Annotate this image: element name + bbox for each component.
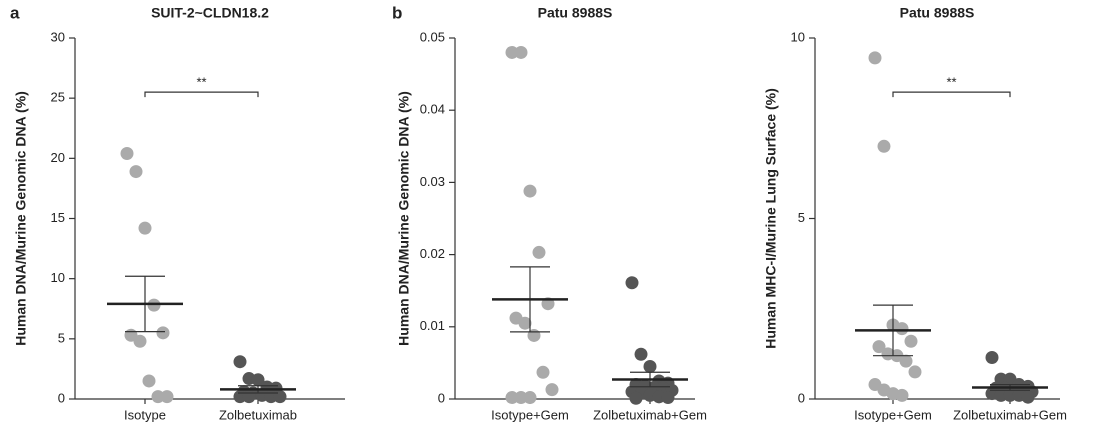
data-point <box>625 276 639 290</box>
data-point <box>138 221 152 235</box>
x-tick-label: Isotype+Gem <box>491 407 569 422</box>
data-point <box>908 365 922 379</box>
panel-label: a <box>10 3 20 22</box>
data-point <box>872 340 886 354</box>
significance-label: ** <box>946 75 956 90</box>
x-tick-label: Isotype <box>124 407 166 422</box>
data-point <box>233 355 247 369</box>
y-tick-label: 0.03 <box>420 174 445 189</box>
significance-bracket <box>144 91 259 98</box>
data-point <box>156 326 170 340</box>
x-tick-label: Zolbetuximab+Gem <box>593 407 707 422</box>
y-tick-label: 30 <box>51 29 65 44</box>
y-tick-label: 5 <box>58 330 65 345</box>
data-point <box>634 347 648 361</box>
data-point <box>994 388 1008 402</box>
y-tick-label: 0 <box>798 390 805 405</box>
y-tick-label: 5 <box>798 210 805 225</box>
x-tick-label: Zolbetuximab+Gem <box>953 407 1067 422</box>
data-point <box>251 373 265 387</box>
significance-label: ** <box>196 75 206 90</box>
data-point <box>895 388 909 402</box>
y-tick-label: 0.01 <box>420 318 445 333</box>
data-point <box>629 391 643 405</box>
data-point <box>129 165 143 179</box>
x-tick-label: Isotype+Gem <box>854 407 932 422</box>
data-point <box>661 391 675 405</box>
data-point <box>120 147 134 161</box>
data-point <box>273 390 287 404</box>
y-tick-label: 0 <box>58 390 65 405</box>
data-point <box>895 322 909 336</box>
data-point <box>505 391 519 405</box>
y-tick-label: 0.05 <box>420 29 445 44</box>
data-point <box>877 139 891 153</box>
y-tick-label: 20 <box>51 150 65 165</box>
data-point <box>142 374 156 388</box>
data-point <box>1021 390 1035 404</box>
y-tick-label: 0.04 <box>420 102 445 117</box>
data-point <box>160 390 174 404</box>
y-tick-label: 0 <box>438 390 445 405</box>
data-point <box>899 354 913 368</box>
data-point <box>868 51 882 65</box>
data-point <box>545 383 559 397</box>
data-point <box>523 184 537 198</box>
y-tick-label: 10 <box>791 29 805 44</box>
y-tick-label: 0.02 <box>420 246 445 261</box>
significance-bracket <box>892 91 1011 98</box>
data-point <box>536 365 550 379</box>
data-point <box>133 334 147 348</box>
chart-title: Patu 8988S <box>538 5 613 21</box>
data-point <box>514 391 528 405</box>
panel-label: b <box>392 3 402 22</box>
data-point <box>518 316 532 330</box>
chart-title: Patu 8988S <box>900 5 975 21</box>
data-point <box>151 390 165 404</box>
y-tick-label: 10 <box>51 270 65 285</box>
y-axis-label: Human DNA/Murine Genomic DNA (%) <box>13 91 29 346</box>
y-axis-label: Human DNA/Murine Genomic DNA (%) <box>396 91 412 346</box>
data-point <box>1003 388 1017 402</box>
y-tick-label: 15 <box>51 210 65 225</box>
y-axis-label: Human MHC-I/Murine Lung Surface (%) <box>763 88 779 349</box>
data-point <box>505 45 519 59</box>
data-point <box>904 334 918 348</box>
chart-title: SUIT-2~CLDN18.2 <box>151 5 269 21</box>
data-point <box>514 45 528 59</box>
data-point <box>242 390 256 404</box>
data-point <box>985 350 999 364</box>
y-tick-label: 25 <box>51 90 65 105</box>
x-tick-label: Zolbetuximab <box>219 407 297 422</box>
data-point <box>523 391 537 405</box>
data-point <box>532 245 546 259</box>
data-point <box>643 360 657 374</box>
